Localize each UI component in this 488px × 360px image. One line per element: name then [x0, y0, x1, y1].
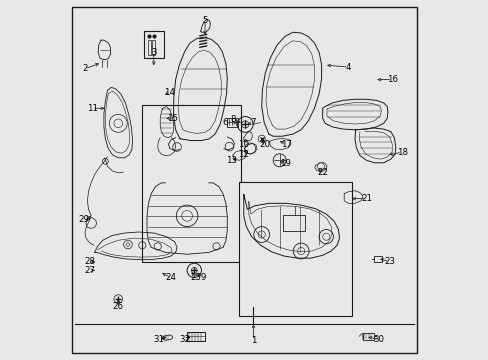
Text: 14: 14	[164, 87, 175, 96]
Text: 26: 26	[113, 302, 123, 311]
Bar	[144, 31, 163, 58]
Text: 24: 24	[165, 273, 176, 282]
Text: 22: 22	[317, 168, 327, 177]
Bar	[152, 40, 155, 55]
Bar	[283, 215, 305, 231]
Bar	[147, 40, 150, 55]
Text: 27: 27	[84, 266, 95, 275]
Bar	[239, 182, 351, 316]
Text: 25: 25	[190, 273, 201, 282]
Text: 31: 31	[153, 335, 164, 344]
Text: 10: 10	[238, 140, 249, 149]
Text: 28: 28	[84, 257, 95, 266]
Text: 11: 11	[86, 104, 98, 113]
Text: 19: 19	[280, 159, 290, 168]
Text: 2: 2	[82, 64, 87, 73]
Text: 17: 17	[281, 140, 292, 149]
Text: 18: 18	[396, 148, 407, 157]
Text: 21: 21	[360, 194, 371, 203]
Bar	[226, 118, 238, 127]
Bar	[142, 105, 241, 262]
Text: 6: 6	[222, 118, 227, 127]
Text: 23: 23	[384, 257, 394, 266]
Text: 3: 3	[151, 48, 156, 57]
Text: 20: 20	[259, 140, 270, 149]
Bar	[187, 332, 204, 341]
Text: 8: 8	[230, 114, 235, 123]
Text: 32: 32	[180, 335, 190, 344]
Text: 7: 7	[250, 118, 256, 127]
Bar	[373, 256, 382, 262]
Text: 9: 9	[200, 273, 205, 282]
Text: 15: 15	[166, 114, 177, 123]
Text: 30: 30	[373, 335, 384, 344]
Bar	[362, 333, 373, 339]
Text: 1: 1	[250, 336, 256, 345]
Text: 16: 16	[386, 75, 397, 84]
Text: 29: 29	[78, 215, 89, 224]
Text: 13: 13	[226, 157, 237, 166]
Text: 12: 12	[238, 150, 249, 159]
Text: 4: 4	[345, 63, 350, 72]
Text: 5: 5	[202, 16, 207, 25]
